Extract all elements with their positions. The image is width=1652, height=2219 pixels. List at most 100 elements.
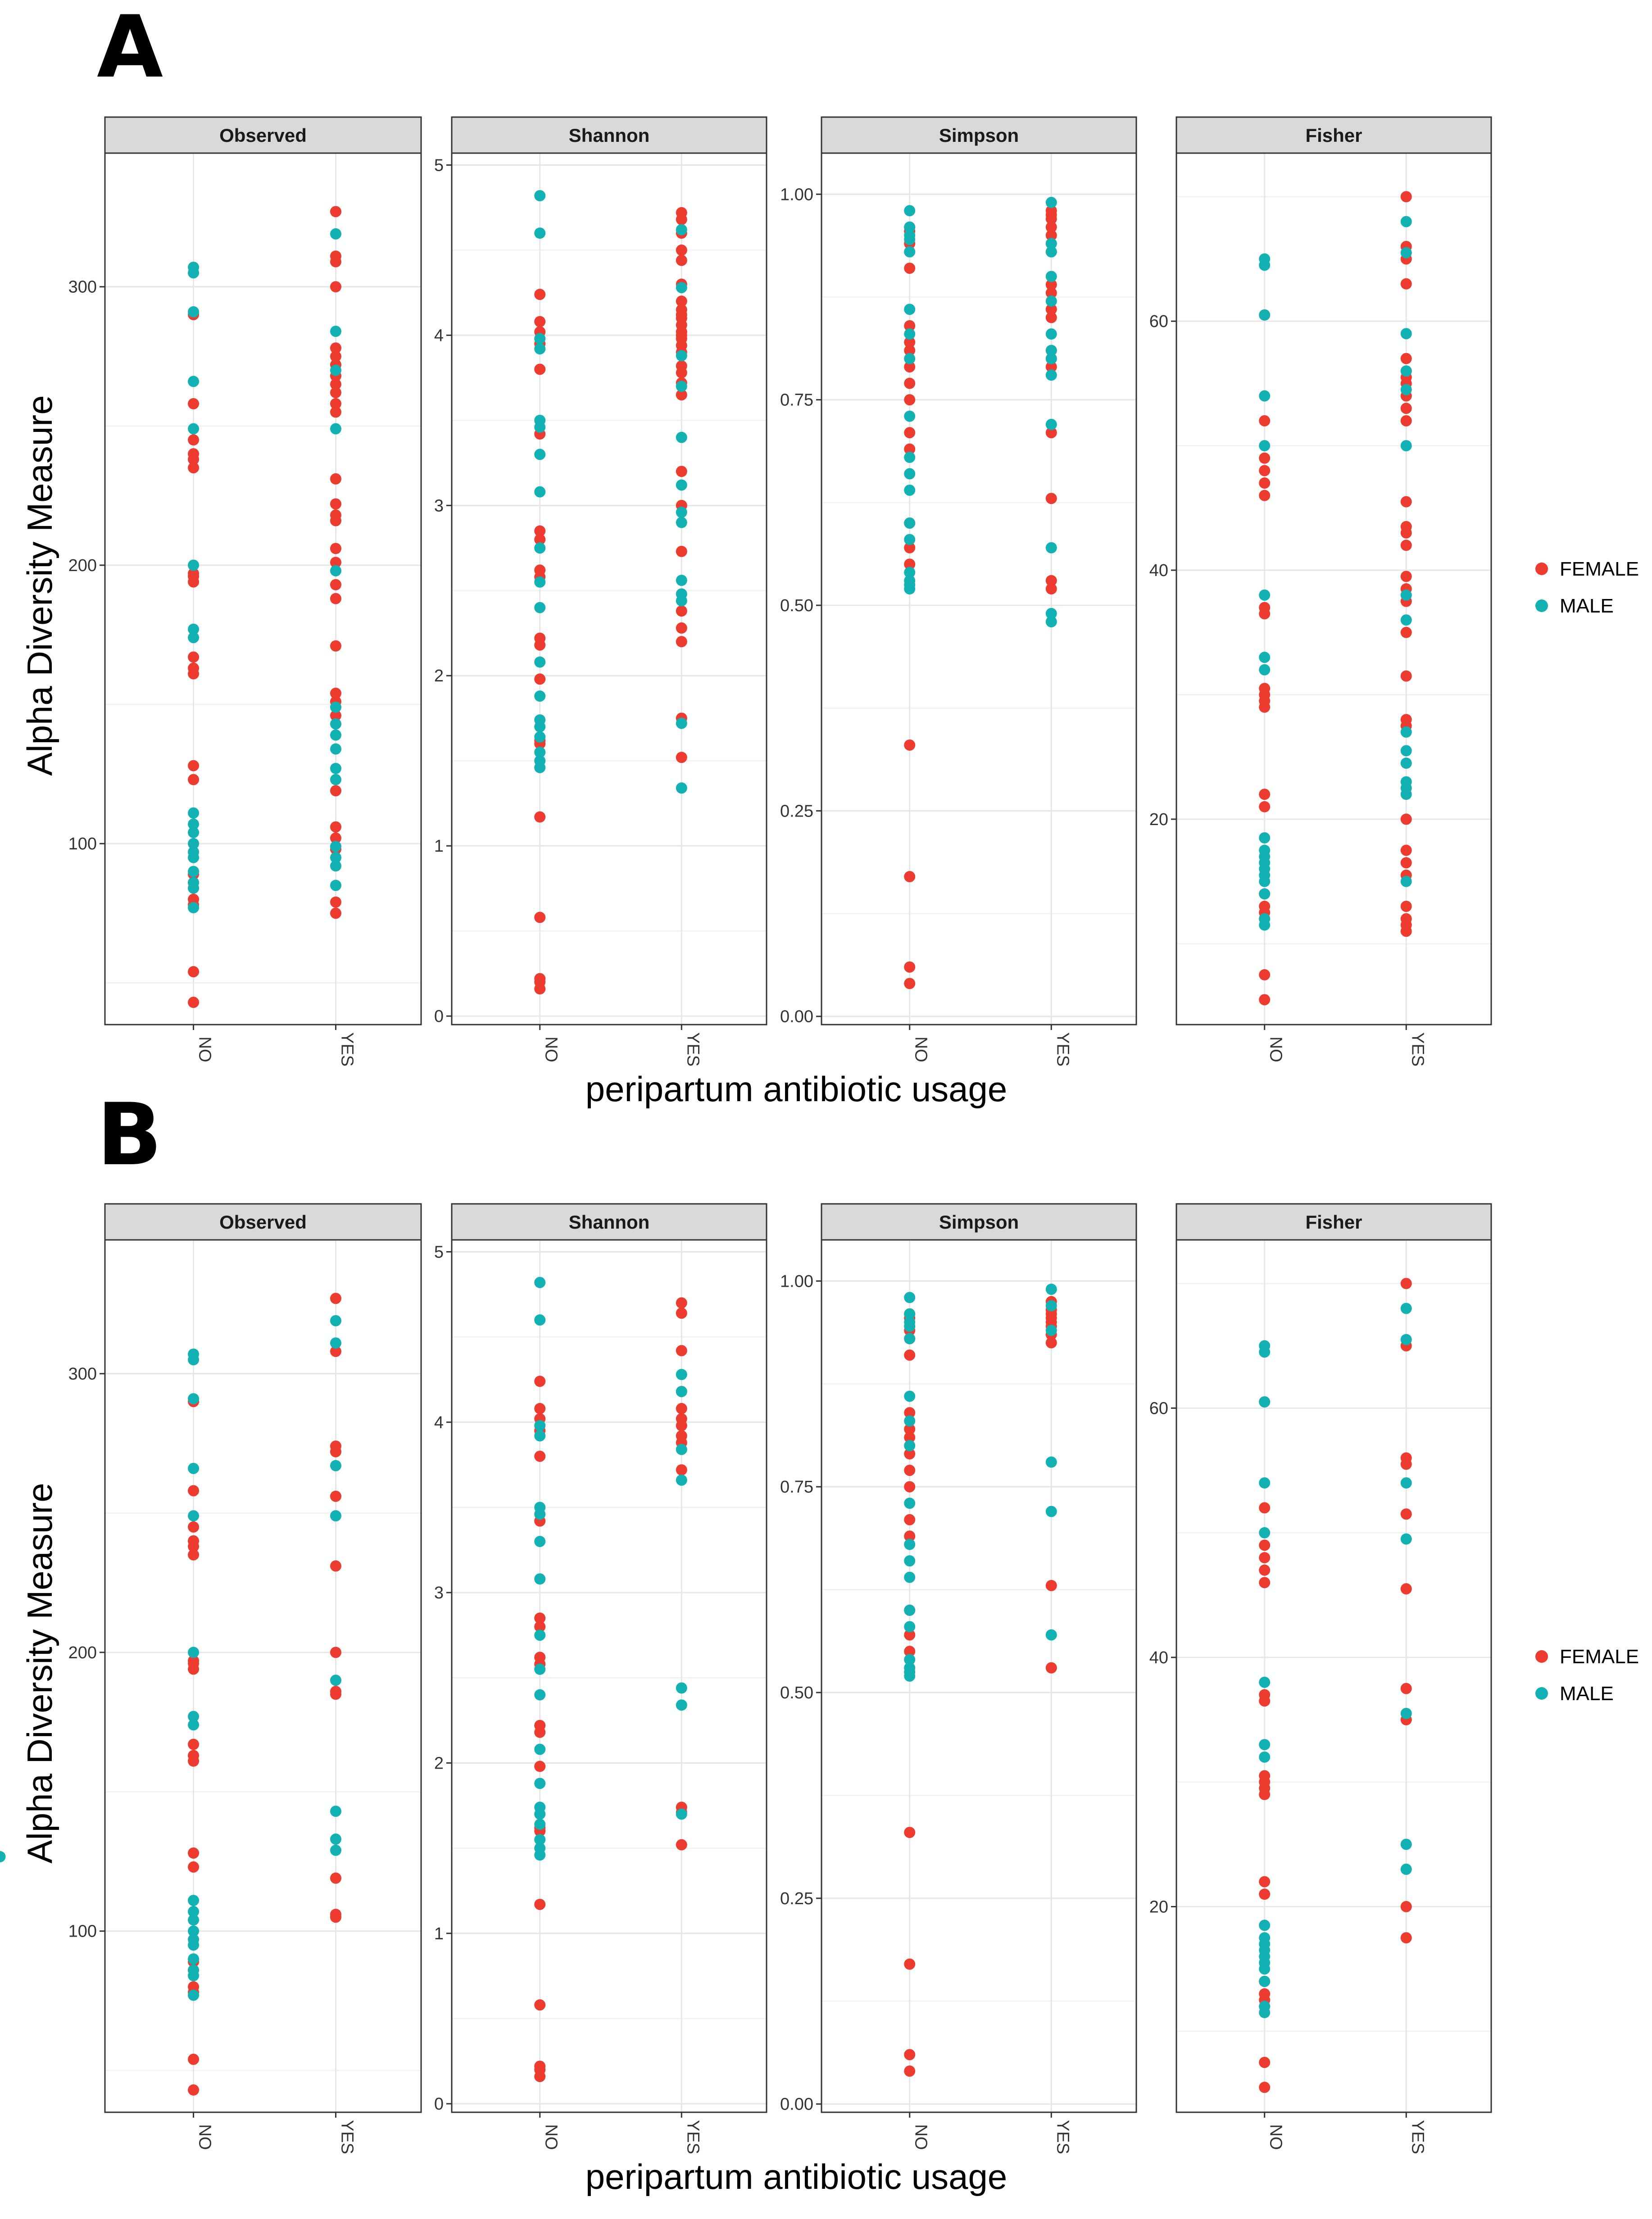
data-point-female <box>1259 1876 1271 1888</box>
data-point-female <box>1400 403 1412 414</box>
data-point-male <box>534 1314 546 1326</box>
data-point-female <box>1259 1788 1271 1800</box>
facet-title: Observed <box>219 1212 307 1233</box>
data-point-male <box>904 205 916 217</box>
data-point-male <box>904 1670 916 1682</box>
y-tick-label: 5 <box>434 156 444 175</box>
data-point-male <box>1259 1975 1271 1987</box>
y-tick-label: 4 <box>434 1413 444 1432</box>
x-axis-title: peripartum antibiotic usage <box>585 1069 1008 1109</box>
data-point-female <box>188 576 200 588</box>
data-point-male <box>188 1925 200 1937</box>
legend-key-female <box>1535 1650 1548 1663</box>
data-point-male <box>188 1989 200 2001</box>
data-point-male <box>330 860 341 872</box>
data-point-female <box>1259 801 1271 812</box>
data-point-male <box>330 729 341 741</box>
data-point-male <box>534 721 546 733</box>
data-point-female <box>534 1761 546 1772</box>
data-point-female <box>1045 583 1057 594</box>
data-point-female <box>1259 490 1271 501</box>
data-point-female <box>676 1345 687 1357</box>
facet-observed: Observed 100 200 300 NO YES <box>68 1203 422 2154</box>
data-point-male <box>534 576 546 588</box>
plot-border <box>451 1239 767 2113</box>
data-point-male <box>330 840 341 852</box>
y-tick-label: 5 <box>434 1243 444 1262</box>
data-point-male <box>676 517 687 528</box>
data-point-female <box>330 387 341 399</box>
data-point-male <box>534 1629 546 1641</box>
data-point-female <box>188 760 200 771</box>
data-point-male <box>904 1604 916 1616</box>
data-point-female <box>1259 452 1271 464</box>
data-point-female <box>1045 230 1057 241</box>
facet-title: Fisher <box>1305 125 1362 146</box>
data-point-female <box>534 1898 546 1910</box>
data-point-male <box>330 364 341 376</box>
facet-strip <box>104 116 422 154</box>
y-tick-label: 1.00 <box>780 185 813 204</box>
facet-title: Fisher <box>1305 1212 1362 1233</box>
data-point-male <box>904 1654 916 1665</box>
data-point-female <box>1045 427 1057 439</box>
data-point-female <box>330 640 341 652</box>
data-point-female <box>676 636 687 648</box>
data-point-female <box>330 342 341 354</box>
data-point-male <box>1045 1456 1057 1468</box>
data-point-male <box>330 880 341 891</box>
data-point-male <box>1259 1963 1271 1975</box>
data-point-female <box>1045 575 1057 586</box>
data-point-female <box>330 557 341 568</box>
y-tick-label: 40 <box>1149 1648 1168 1667</box>
data-point-female <box>188 434 200 446</box>
data-point-male <box>904 328 916 340</box>
data-point-female <box>534 1403 546 1415</box>
data-point-male <box>1400 365 1412 377</box>
x-tick-label: YES <box>337 1032 356 1066</box>
data-point-female <box>188 997 200 1008</box>
data-point-female <box>904 263 916 274</box>
y-tick-label: 0.25 <box>780 1889 813 1908</box>
data-point-female <box>1259 1695 1271 1707</box>
data-point-female <box>1045 279 1057 290</box>
data-point-male <box>1259 664 1271 676</box>
plot-border <box>451 152 767 1026</box>
data-point-female <box>904 1407 916 1419</box>
data-point-female <box>188 1847 200 1859</box>
data-point-male <box>330 1510 341 1522</box>
data-point-female <box>904 558 916 570</box>
data-point-male <box>330 774 341 785</box>
data-point-male <box>1400 1708 1412 1720</box>
data-point-male <box>1045 1506 1057 1517</box>
data-point-male <box>904 1440 916 1452</box>
data-point-female <box>330 1346 341 1357</box>
data-point-female <box>330 821 341 833</box>
data-point-male <box>188 1719 200 1731</box>
data-point-male <box>676 350 687 362</box>
data-point-female <box>904 871 916 882</box>
data-point-female <box>676 545 687 557</box>
data-point-female <box>904 1514 916 1525</box>
data-point-male <box>330 1806 341 1817</box>
x-tick-label: NO <box>1266 1037 1285 1062</box>
data-point-female <box>904 1423 916 1435</box>
data-point-male <box>904 1415 916 1427</box>
data-point-male <box>676 1699 687 1711</box>
data-point-male <box>1259 390 1271 402</box>
data-point-female <box>534 1999 546 2011</box>
data-point-female <box>188 1755 200 1767</box>
data-point-male <box>330 852 341 863</box>
data-point-male <box>534 1808 546 1820</box>
data-point-female <box>330 1560 341 1572</box>
data-point-male <box>1045 345 1057 356</box>
data-point-male <box>1259 259 1271 271</box>
data-point-male <box>534 1743 546 1755</box>
data-point-male <box>1400 216 1412 227</box>
data-point-male <box>676 717 687 729</box>
x-tick-label: NO <box>1266 2124 1285 2150</box>
data-point-male <box>1400 1334 1412 1345</box>
data-point-male <box>904 234 916 245</box>
data-point-female <box>904 961 916 973</box>
y-tick-label: 60 <box>1149 312 1168 331</box>
